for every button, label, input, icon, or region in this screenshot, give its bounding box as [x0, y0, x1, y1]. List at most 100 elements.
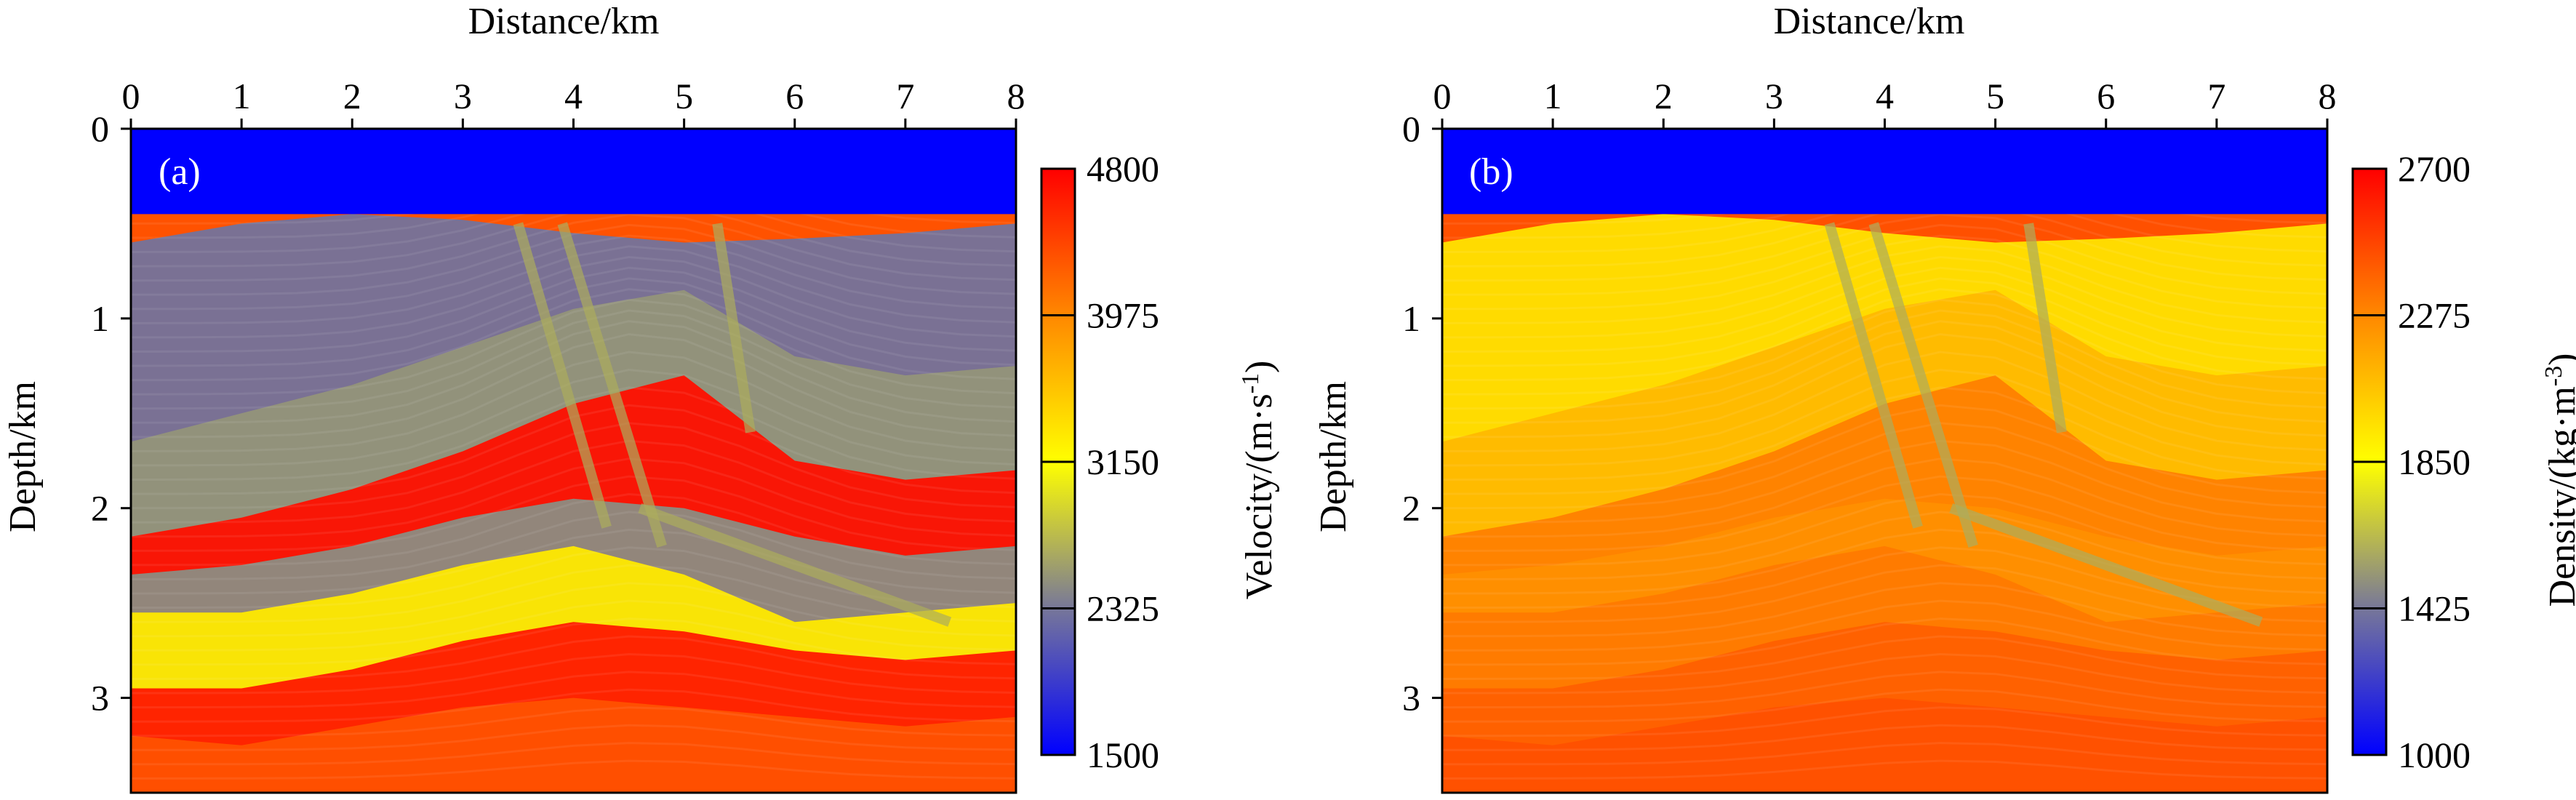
lamination	[1442, 309, 2327, 410]
x-tick-label: 0	[122, 76, 140, 116]
lamination	[1442, 564, 2327, 623]
y-tick-label: 1	[1402, 298, 1420, 339]
lamination	[131, 492, 1016, 567]
y-axis-title: Depth/km	[2, 381, 44, 532]
lamination	[131, 652, 1016, 695]
lamination	[131, 422, 1016, 510]
lamination	[1442, 266, 2327, 353]
horizon-layer	[131, 697, 1016, 793]
colorbar-tick-label: 3975	[1087, 295, 1159, 336]
lamination	[1442, 351, 2327, 452]
colorbar-tick-label: 1000	[2398, 735, 2471, 775]
x-tick-labels: 0 1 2 3 4 5 6 7 8	[122, 76, 1025, 129]
lamination	[1442, 671, 2327, 709]
y-tick-label: 0	[1402, 108, 1420, 149]
x-tick-label: 2	[343, 76, 361, 116]
lamination	[131, 439, 1016, 524]
colorbar: 4800 3975 3150 2325 1500	[1040, 148, 1159, 775]
colorbar: 2700 2275 1850 1425 1000	[2351, 148, 2471, 775]
lamination	[131, 724, 1016, 751]
lamination	[1442, 759, 2327, 780]
fault-line	[712, 223, 756, 433]
fault-line	[1949, 503, 2263, 627]
lamination	[131, 742, 1016, 766]
colorbar-title-sup: -1	[1237, 373, 1264, 393]
y-tick-label: 1	[91, 298, 109, 339]
lamination	[131, 298, 1016, 396]
lamination	[131, 564, 1016, 623]
x-tick-label: 0	[1433, 76, 1452, 116]
water-layer	[131, 129, 1016, 215]
lamination	[131, 457, 1016, 538]
y-tick-label: 3	[91, 678, 109, 719]
y-tick-labels: 0 1 2 3	[91, 108, 131, 719]
x-tick-label: 6	[2097, 76, 2115, 116]
x-tick-label: 3	[454, 76, 472, 116]
x-tick-label: 8	[2319, 76, 2337, 116]
lamination	[131, 635, 1016, 680]
lamination	[1442, 688, 2327, 723]
lamination	[1442, 617, 2327, 666]
fault-line	[1824, 222, 1923, 529]
plot-frame	[1441, 127, 2329, 794]
panel-label: (a)	[159, 151, 201, 193]
lamination	[131, 351, 1016, 452]
lamination	[1442, 223, 2327, 296]
fault-line	[2023, 223, 2067, 433]
x-tick-label: 5	[1986, 76, 2004, 116]
x-tick-label: 1	[233, 76, 251, 116]
lamination	[1442, 724, 2327, 751]
lamination	[131, 617, 1016, 666]
lamination	[1442, 582, 2327, 638]
lamination	[1442, 706, 2327, 737]
y-axis-title: Depth/km	[1313, 381, 1354, 532]
lamination	[131, 368, 1016, 467]
x-tick-label: 6	[785, 76, 804, 116]
y-tick-label: 2	[91, 488, 109, 529]
lamination	[131, 266, 1016, 353]
y-tick-label: 3	[1402, 678, 1420, 719]
fault-line	[557, 222, 667, 548]
colorbar-tick-label: 1500	[1087, 735, 1159, 775]
x-axis-title: Distance/km	[1774, 1, 1965, 42]
lamination	[1442, 422, 2327, 510]
horizon-layer	[1442, 697, 2327, 793]
y-tick-label: 0	[91, 108, 109, 149]
lamination	[1442, 742, 2327, 766]
colorbar-tick-label: 2325	[1087, 588, 1159, 629]
colorbar-title-end: )	[1239, 361, 1280, 373]
lamination	[1442, 439, 2327, 524]
colorbar-title-main: Density/(kg·m	[2542, 386, 2576, 607]
heatmap-area	[1442, 129, 2327, 793]
lamination	[131, 759, 1016, 780]
lamination	[1442, 298, 2327, 396]
lamination	[131, 528, 1016, 595]
water-layer	[1442, 129, 2327, 215]
fault-line	[513, 222, 612, 529]
lamination	[1442, 368, 2327, 467]
x-tick-label: 7	[896, 76, 914, 116]
lamination	[1442, 511, 2327, 580]
colorbar-title-sup: -3	[2540, 366, 2567, 386]
lamination	[131, 599, 1016, 652]
lamination	[131, 475, 1016, 552]
colorbar-tick-label: 1425	[2398, 588, 2471, 629]
lamination	[131, 213, 1016, 282]
lamination	[1442, 599, 2327, 652]
lamination	[1442, 492, 2327, 567]
x-tick-label: 5	[675, 76, 693, 116]
lamination	[1442, 320, 2327, 424]
lamination	[131, 582, 1016, 638]
lamination	[131, 511, 1016, 580]
colorbar-title-main: Velocity/(m·s	[1239, 393, 1280, 599]
lamination	[131, 309, 1016, 410]
colorbar-tick-label: 2700	[2398, 148, 2471, 189]
lamination	[1442, 288, 2327, 382]
plot-frame	[129, 127, 1017, 794]
lamination	[131, 288, 1016, 382]
colorbar-tick-label: 3150	[1087, 441, 1159, 482]
colorbar-title-end: )	[2542, 353, 2576, 366]
colorbar-tick-label: 4800	[1087, 148, 1159, 189]
